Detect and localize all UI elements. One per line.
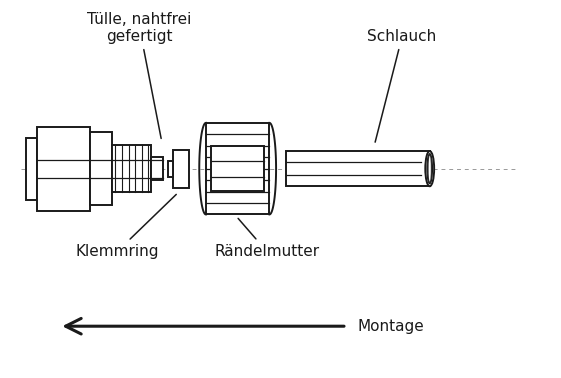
Bar	[206, 123, 269, 214]
Bar	[38, 127, 90, 211]
Bar	[168, 161, 173, 177]
Text: Montage: Montage	[358, 319, 425, 334]
Ellipse shape	[425, 151, 434, 186]
Text: Rändelmutter: Rändelmutter	[214, 218, 319, 259]
Text: Klemmring: Klemmring	[76, 194, 176, 259]
Bar	[211, 146, 264, 191]
Bar	[150, 157, 163, 180]
Text: Schlauch: Schlauch	[367, 29, 436, 142]
Bar	[26, 138, 38, 200]
Text: Tülle, nahtfrei
gefertigt: Tülle, nahtfrei gefertigt	[88, 12, 192, 138]
Bar	[173, 150, 189, 188]
Bar	[286, 151, 430, 186]
Bar	[90, 132, 112, 205]
Ellipse shape	[427, 153, 433, 184]
Ellipse shape	[429, 156, 431, 181]
Bar	[112, 145, 150, 192]
